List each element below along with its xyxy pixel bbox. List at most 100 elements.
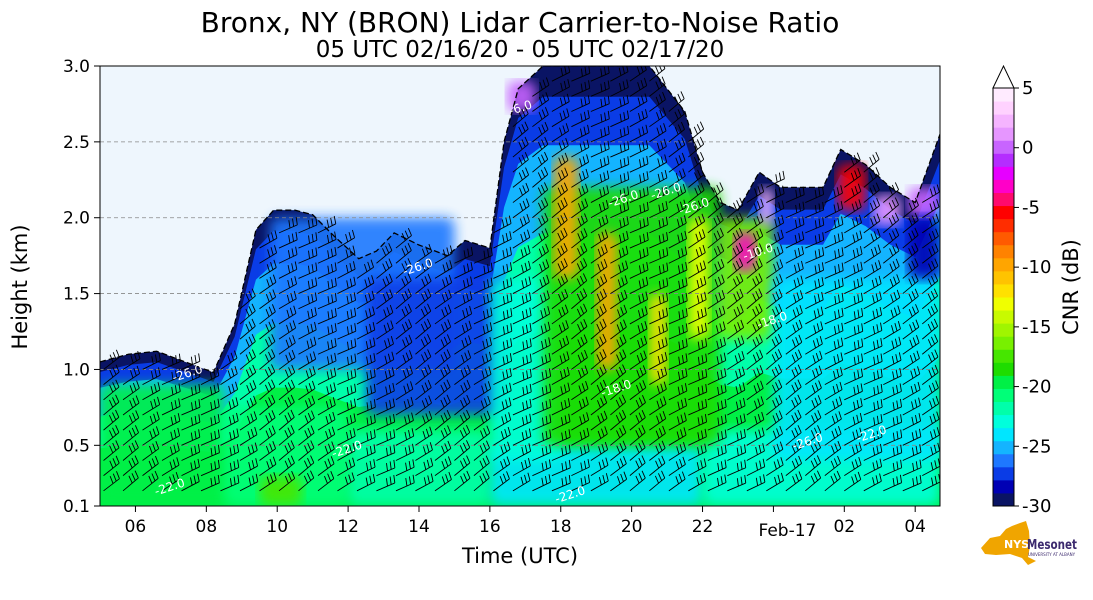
wind-barb	[551, 108, 570, 128]
wind-barb	[688, 353, 708, 370]
wind-barb	[142, 470, 159, 492]
wind-barb	[805, 247, 825, 264]
wind-barb	[688, 198, 705, 219]
wind-barb	[512, 323, 532, 340]
wind-barb	[200, 383, 220, 401]
wind-barb	[259, 245, 278, 264]
wind-barb	[220, 350, 238, 370]
wind-barb	[161, 442, 180, 461]
wind-barb	[278, 335, 296, 355]
wind-barb	[649, 66, 666, 82]
wind-barb	[746, 228, 764, 249]
wind-barb	[727, 459, 747, 477]
wind-barb	[473, 277, 493, 294]
wind-barb	[785, 349, 802, 370]
wind-barb	[493, 426, 511, 446]
wind-barb	[921, 273, 939, 294]
wind-barb	[142, 396, 161, 416]
x-date-label: Feb-17	[758, 521, 816, 541]
wind-barb	[571, 213, 588, 234]
wind-barb	[454, 440, 471, 461]
wind-barb	[766, 425, 783, 446]
colorbar-segment	[993, 192, 1014, 207]
wind-barb	[649, 440, 666, 461]
wind-barb	[649, 154, 668, 173]
colorbar-segment	[993, 492, 1014, 507]
wind-barb	[590, 214, 609, 234]
cnr-cell	[543, 187, 721, 446]
wind-barb	[317, 367, 337, 386]
wind-barb	[551, 167, 569, 188]
wind-barb	[844, 383, 863, 401]
wind-barb	[551, 398, 571, 416]
wind-barb	[688, 368, 708, 386]
wind-barb	[317, 262, 337, 279]
wind-barb	[298, 307, 317, 325]
wind-barb	[415, 258, 432, 279]
wind-barb	[259, 334, 276, 355]
wind-barb	[434, 379, 451, 401]
wind-barb	[278, 409, 295, 431]
wind-barb	[473, 262, 493, 279]
wind-barb	[571, 459, 590, 477]
wind-barb	[278, 320, 297, 340]
colorbar-segment	[993, 388, 1014, 402]
wind-barb	[317, 338, 337, 355]
wind-barb	[766, 229, 784, 249]
wind-barb	[922, 213, 940, 234]
colorbar-segment	[993, 153, 1014, 167]
wind-barb	[824, 367, 843, 386]
wind-barb	[707, 459, 727, 477]
wind-barb	[805, 186, 825, 203]
colorbar-segment	[993, 257, 1014, 272]
wind-barb	[766, 215, 785, 234]
wind-barb	[571, 95, 591, 112]
wind-barb	[571, 334, 588, 355]
wind-barb	[668, 427, 687, 446]
wind-barb	[317, 292, 337, 310]
wind-barb	[532, 182, 549, 203]
x-tick-label: 20	[621, 517, 643, 537]
colorbar-segment	[993, 231, 1014, 246]
wind-barb	[785, 319, 803, 340]
wind-barb	[629, 217, 649, 234]
wind-barb	[629, 350, 647, 370]
wind-barb	[356, 275, 375, 294]
wind-barb	[590, 229, 609, 249]
wind-barb	[883, 398, 903, 416]
wind-barb	[766, 200, 785, 219]
wind-barb	[629, 470, 646, 492]
wind-barb	[434, 304, 452, 325]
wind-barb	[551, 66, 571, 82]
wind-barb	[805, 395, 822, 416]
wind-barb	[629, 306, 648, 325]
wind-barb	[766, 274, 783, 294]
wind-barb	[883, 243, 900, 264]
wind-barb	[629, 455, 646, 476]
wind-barb	[122, 350, 141, 370]
y-tick-label: 2.5	[63, 133, 90, 153]
wind-barb	[532, 92, 550, 112]
wind-barb	[376, 289, 393, 310]
wind-barb	[532, 228, 549, 249]
wind-barb	[902, 319, 920, 340]
colorbar-segment	[993, 270, 1014, 285]
wind-barb	[824, 247, 844, 264]
wind-barb	[337, 368, 357, 386]
wind-barb	[766, 395, 783, 416]
wind-barb	[454, 276, 473, 294]
wind-barb	[844, 368, 864, 386]
wind-barb	[532, 444, 552, 461]
wind-barb	[493, 338, 513, 355]
wind-barb	[161, 368, 181, 386]
y-tick-label: 0.5	[63, 436, 90, 456]
wind-barb	[629, 380, 647, 401]
wind-barb	[259, 274, 277, 294]
wind-barb	[844, 323, 864, 340]
wind-barb	[512, 182, 530, 203]
wind-barb	[298, 440, 315, 461]
colorbar-segment	[993, 323, 1014, 337]
colorbar-segment	[993, 297, 1014, 311]
wind-barb	[629, 232, 649, 249]
wind-barb	[590, 457, 609, 477]
